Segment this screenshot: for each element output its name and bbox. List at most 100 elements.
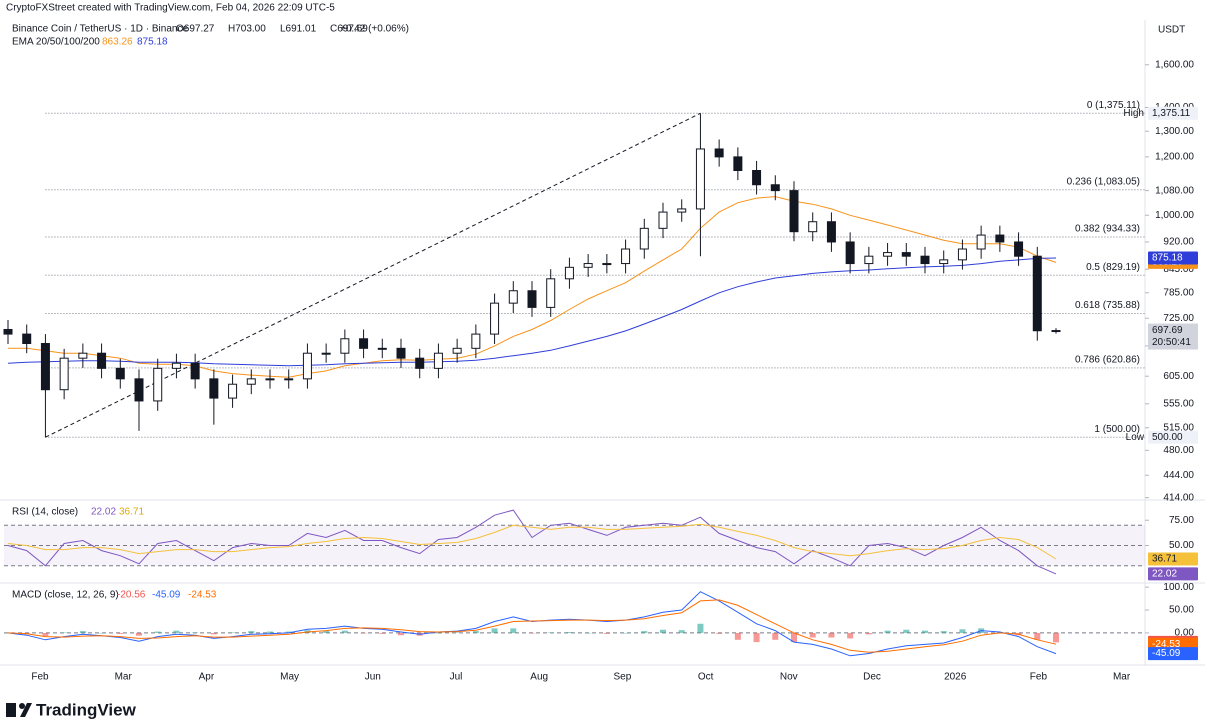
candle-body [808,221,818,233]
histogram-bar [323,630,330,633]
fib-label: 0.382 (934.33) [1075,224,1140,235]
price-bg [1148,323,1198,350]
candle-body [695,148,705,210]
candle-body [396,347,406,359]
last-price: 697.69 [1152,325,1183,336]
ema-badge: 875.18 [1152,253,1183,264]
x-tick-label: Nov [780,672,798,683]
candle-body [115,367,125,380]
candle-body [733,156,743,172]
candle-body [995,234,1005,243]
candle-body [321,352,331,355]
candle-body [714,148,724,158]
candle-body [134,378,144,402]
histogram-bar [922,630,928,633]
candle-body [359,338,369,349]
ema-badge-bg [1148,251,1198,265]
histogram-bar [622,632,629,634]
candle-body [265,378,275,381]
histogram-bar [510,628,517,633]
histogram-bar [229,632,236,633]
candle-body [433,352,443,369]
candle-body [490,302,500,335]
histogram-bar [791,632,797,643]
histogram-bar [398,632,404,636]
histogram-bar [79,631,86,633]
histogram-bar [98,632,105,634]
candle-body [639,227,649,250]
macd-title: MACD (close, 12, 26, 9) [12,590,119,601]
rsi-value: 36.71 [119,507,144,518]
candle-body [1051,330,1061,333]
candle-body [826,221,836,243]
rsi-badge: 36.71 [1152,554,1177,565]
rsi-badge-bg [1148,552,1198,566]
candle-body [920,255,930,265]
rsi-title: RSI (14, close) [12,507,78,518]
change-value: +0.42 (+0.06%) [340,24,409,35]
candle-body [209,378,219,399]
histogram-bar [828,632,835,638]
trend-line [45,112,701,438]
histogram-bar [884,630,891,633]
x-tick-label: 2026 [944,672,967,683]
candle-body [770,184,780,192]
rsi-value: 22.02 [91,507,116,518]
histogram-bar [697,623,704,633]
histogram-bar [136,632,142,636]
candle-body [1032,255,1042,332]
candle-body [508,290,518,304]
x-tick-label: Feb [31,672,49,683]
extreme-tag: High [1123,108,1144,119]
histogram-bar [847,632,854,639]
histogram-bar [547,632,554,633]
low-value: L691.01 [280,24,317,35]
y-tick-label: 414.00 [1163,492,1194,503]
candle-body [190,362,200,380]
extreme-bg [1148,430,1198,444]
high-value: H703.00 [228,24,266,35]
fib-label: 0.5 (829.19) [1086,262,1140,273]
candle-body [246,378,256,385]
y-tick-label: 0.00 [1175,628,1195,639]
histogram-bar [566,632,573,633]
macd-value: -24.53 [188,590,217,601]
candle-body [97,352,107,369]
histogram-bar [472,631,479,633]
histogram-bar [379,632,386,634]
candle-body [302,352,312,380]
rsi-badge-bg [1148,567,1198,581]
histogram-bar [117,632,124,634]
histogram-bar [454,632,461,633]
candle-body [1014,241,1024,257]
y-tick-label: 920.00 [1163,237,1194,248]
x-tick-label: Dec [863,672,881,683]
histogram-bar [660,629,666,633]
histogram-bar [865,632,872,635]
histogram-bar [734,632,741,640]
y-tick-label: 555.00 [1163,398,1194,409]
logo-shape [6,703,16,717]
candle-body [901,252,911,257]
y-tick-label: 1,000.00 [1155,210,1194,221]
candle-body [527,290,537,308]
x-tick-label: Jun [365,672,381,683]
x-tick-label: Feb [1030,672,1048,683]
histogram-bar [173,630,180,633]
y-tick-label: 444.00 [1163,470,1194,481]
macd-line [7,599,1057,653]
extreme-bg [1148,106,1198,120]
histogram-bar [529,632,535,634]
candle-body [583,263,593,268]
candle-body [40,343,50,391]
histogram-bar [1053,632,1059,643]
histogram-bar [360,632,367,634]
x-tick-label: Aug [530,672,548,683]
rsi-badge: 22.02 [1152,569,1177,580]
candle-body [621,248,631,265]
histogram-bar [678,630,685,633]
rsi-line [7,523,1057,560]
candle-body [677,208,687,213]
macd-value: -20.56 [117,590,146,601]
